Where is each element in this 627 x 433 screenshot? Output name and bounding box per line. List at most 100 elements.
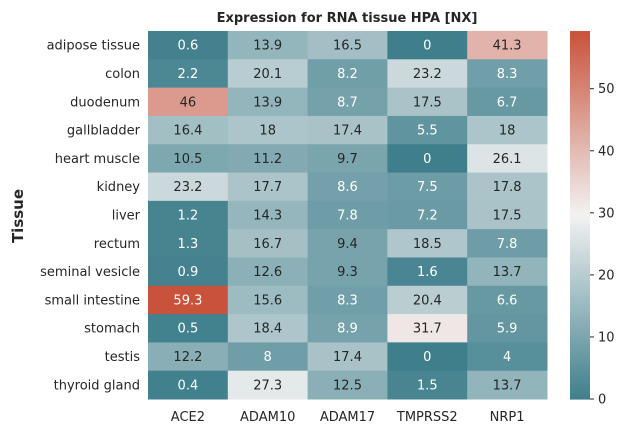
cell-value-label: 59.3: [173, 293, 202, 308]
colorbar-segment: [570, 43, 590, 47]
cell-value-label: 1.6: [417, 265, 438, 280]
colorbar-segment: [570, 37, 590, 41]
colorbar-segment: [570, 285, 590, 290]
cell-value-label: 1.5: [417, 378, 438, 393]
colorbar-tick-label: 50: [598, 82, 615, 97]
colorbar-segment: [570, 395, 590, 400]
colorbar-segment: [570, 300, 590, 305]
heatmap-cell: [387, 370, 468, 400]
heatmap-cell: [227, 342, 309, 372]
row-label: colon: [105, 67, 140, 82]
heatmap-cell: [387, 200, 468, 230]
colorbar-tick-label: 20: [598, 268, 615, 283]
cell-value-label: 0: [423, 350, 431, 365]
colorbar-segment: [570, 359, 590, 363]
heatmap-cell: [467, 172, 548, 202]
colorbar-segment: [570, 245, 590, 250]
cell-value-label: 18.5: [413, 237, 442, 252]
heatmap-cell: [467, 87, 548, 117]
heatmap-cell: [307, 172, 388, 202]
cell-value-label: 6.6: [497, 293, 518, 308]
cell-value-label: 8.3: [497, 67, 518, 82]
heatmap-cell: [227, 229, 309, 258]
cell-value-label: 23.2: [413, 67, 442, 82]
cell-value-label: 5.9: [497, 322, 518, 337]
cell-value-label: 17.5: [413, 95, 442, 110]
colorbar-segment: [570, 135, 590, 139]
colorbar-segment: [570, 196, 590, 201]
row-label: seminal vesicle: [40, 265, 140, 280]
cell-value-label: 9.3: [337, 265, 358, 280]
colorbar-segment: [570, 49, 590, 54]
colorbar-tick-label: 40: [598, 144, 615, 159]
heatmap-cell: [227, 172, 309, 202]
heatmap-cell: [467, 285, 548, 315]
colorbar-segment: [570, 77, 590, 81]
heatmap-cell: [227, 31, 309, 60]
colorbar-segment: [570, 380, 590, 385]
colorbar-segment: [570, 187, 590, 192]
colorbar-segment: [570, 181, 590, 185]
colorbar-segment: [570, 83, 590, 87]
colorbar-segment: [570, 129, 590, 133]
colorbar-segment: [570, 279, 590, 284]
colorbar-segment: [570, 215, 590, 219]
heatmap-cell: [307, 144, 388, 174]
colorbar-segment: [570, 282, 590, 287]
cell-value-label: 20.4: [413, 293, 442, 308]
heatmap-cell: [148, 342, 229, 372]
heatmap-cell: [467, 144, 548, 174]
heatmap-cell: [227, 144, 309, 174]
colorbar-segment: [570, 377, 590, 382]
heatmap-cell: [148, 229, 229, 258]
colorbar-segment: [570, 202, 590, 207]
colorbar-segment: [570, 236, 590, 241]
heatmap-cell: [387, 172, 468, 202]
heatmap-cell: [227, 87, 309, 117]
cell-value-label: 7.8: [337, 209, 358, 224]
cell-value-label: 0.5: [178, 322, 199, 337]
cell-value-label: 17.7: [253, 180, 282, 195]
colorbar-segment: [570, 86, 590, 90]
heatmap-cell: [467, 200, 548, 230]
y-axis-label: Tissue: [9, 189, 27, 243]
heatmap-cell: [307, 115, 388, 145]
colorbar-segment: [570, 193, 590, 198]
cell-value-label: 0.4: [178, 378, 199, 393]
colorbar-segment: [570, 199, 590, 204]
colorbar-segment: [570, 230, 590, 234]
colorbar-segment: [570, 353, 590, 357]
heatmap-cell: [467, 229, 548, 258]
colorbar-segment: [570, 264, 590, 268]
cell-value-label: 11.2: [253, 152, 282, 167]
colorbar-segment: [570, 218, 590, 222]
colorbar-segment: [570, 172, 590, 176]
colorbar-segment: [570, 34, 590, 38]
colorbar-segment: [570, 92, 590, 96]
colorbar-segment: [570, 208, 590, 213]
colorbar-segment: [570, 113, 590, 118]
cell-value-label: 13.7: [493, 378, 522, 393]
cell-value-label: 9.4: [337, 237, 358, 252]
heatmap-cell: [148, 370, 229, 400]
cell-value-label: 41.3: [493, 39, 522, 54]
colorbar-segment: [570, 362, 590, 366]
cell-value-label: 16.5: [333, 39, 362, 54]
colorbar-segment: [570, 221, 590, 225]
colorbar-segment: [570, 257, 590, 262]
colorbar-segment: [570, 80, 590, 84]
colorbar-segment: [570, 239, 590, 244]
row-label: adipose tissue: [47, 39, 140, 54]
colorbar-segment: [570, 132, 590, 136]
heatmap-cell: [148, 144, 229, 174]
colorbar-segment: [570, 270, 590, 274]
heatmap-cell: [467, 257, 548, 287]
heatmap-cell: [467, 342, 548, 372]
heatmap-cell: [387, 59, 468, 89]
column-labels: ACE2 ADAM10 ADAM17 TMPRSS2 NRP1: [171, 410, 525, 425]
colorbar-segment: [570, 159, 590, 164]
heatmap-cell: [307, 257, 388, 287]
colorbar-segment: [570, 337, 590, 342]
cell-value-label: 46: [180, 95, 197, 110]
